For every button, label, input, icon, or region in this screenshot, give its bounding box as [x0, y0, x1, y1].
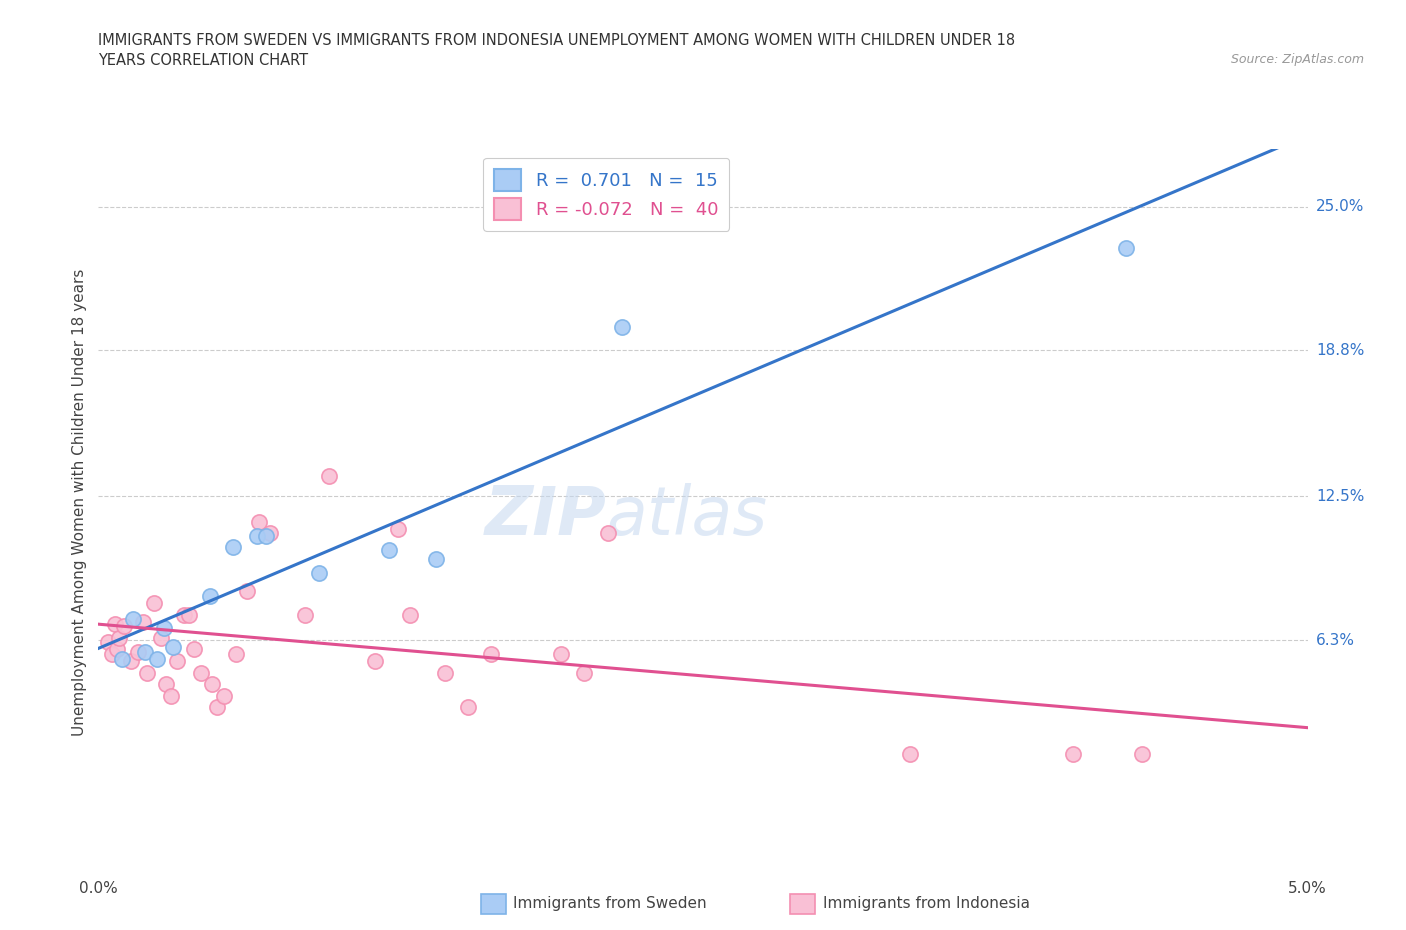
Text: 0.0%: 0.0%	[79, 881, 118, 896]
Point	[173, 607, 195, 622]
Point	[105, 642, 128, 657]
Point	[120, 654, 142, 669]
Point	[190, 665, 212, 680]
Text: Source: ZipAtlas.com: Source: ZipAtlas.com	[1230, 53, 1364, 66]
Point	[425, 551, 447, 566]
Text: Immigrants from Indonesia: Immigrants from Indonesia	[823, 897, 1029, 911]
Point	[212, 688, 235, 703]
Text: 18.8%: 18.8%	[1316, 343, 1364, 358]
Point	[259, 526, 281, 541]
Point	[387, 522, 409, 537]
Point	[162, 640, 184, 655]
Text: atlas: atlas	[606, 484, 768, 550]
Point	[183, 642, 205, 657]
Point	[108, 631, 131, 645]
Point	[150, 631, 173, 645]
Point	[1115, 241, 1137, 256]
Point	[198, 589, 221, 604]
Point	[898, 746, 921, 761]
Point	[247, 514, 270, 529]
Point	[457, 700, 479, 715]
Point	[177, 607, 201, 622]
Point	[134, 644, 156, 659]
Point	[152, 621, 174, 636]
Point	[596, 526, 619, 541]
Point	[131, 614, 153, 629]
Text: 12.5%: 12.5%	[1316, 489, 1364, 504]
Point	[574, 665, 596, 680]
Point	[143, 595, 166, 610]
Point	[550, 646, 572, 661]
Point	[1062, 746, 1084, 761]
Point	[245, 528, 267, 543]
Point	[201, 677, 224, 692]
Point	[104, 617, 127, 631]
Point	[479, 646, 503, 661]
Text: Immigrants from Sweden: Immigrants from Sweden	[513, 897, 707, 911]
Point	[97, 635, 120, 650]
Point	[433, 665, 456, 680]
Point	[236, 584, 259, 599]
Point	[112, 618, 135, 633]
Point	[610, 320, 633, 335]
Point	[166, 654, 188, 669]
Point	[308, 565, 330, 580]
Point	[364, 654, 387, 669]
Text: 25.0%: 25.0%	[1316, 199, 1364, 214]
Point	[122, 612, 145, 627]
Text: IMMIGRANTS FROM SWEDEN VS IMMIGRANTS FROM INDONESIA UNEMPLOYMENT AMONG WOMEN WIT: IMMIGRANTS FROM SWEDEN VS IMMIGRANTS FRO…	[98, 33, 1015, 47]
Point	[136, 665, 159, 680]
Text: 6.3%: 6.3%	[1316, 632, 1355, 647]
Point	[1132, 746, 1154, 761]
Point	[254, 528, 277, 543]
Y-axis label: Unemployment Among Women with Children Under 18 years: Unemployment Among Women with Children U…	[72, 269, 87, 736]
Point	[101, 646, 124, 661]
Text: 5.0%: 5.0%	[1288, 881, 1327, 896]
Text: ZIP: ZIP	[485, 484, 606, 550]
Point	[225, 646, 247, 661]
Text: YEARS CORRELATION CHART: YEARS CORRELATION CHART	[98, 53, 308, 68]
Point	[318, 468, 340, 483]
Point	[378, 542, 401, 557]
Point	[205, 700, 228, 715]
Point	[127, 644, 149, 659]
Point	[399, 607, 422, 622]
Point	[222, 540, 245, 555]
Point	[145, 651, 167, 666]
Legend: R =  0.701   N =  15, R = -0.072   N =  40: R = 0.701 N = 15, R = -0.072 N = 40	[484, 158, 730, 231]
Point	[111, 651, 134, 666]
Point	[294, 607, 316, 622]
Point	[159, 688, 181, 703]
Point	[155, 677, 177, 692]
